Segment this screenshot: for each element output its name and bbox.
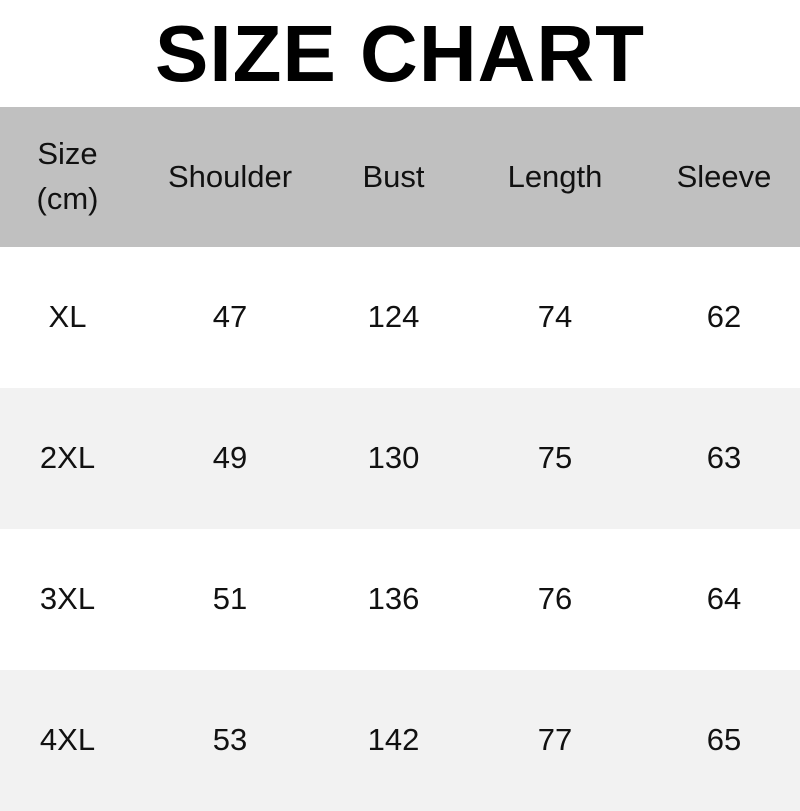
size-cell: 3XL bbox=[39, 581, 96, 617]
table-row: 2XL 49 130 75 63 bbox=[0, 388, 800, 529]
size-cell: 4XL bbox=[39, 722, 96, 758]
header-size: Size (cm) bbox=[0, 132, 135, 222]
length-cell: 77 bbox=[537, 722, 573, 758]
header-size-unit: (cm) bbox=[36, 181, 99, 216]
sleeve-cell: 64 bbox=[706, 581, 742, 617]
sleeve-cell: 63 bbox=[706, 440, 742, 476]
bust-cell: 130 bbox=[367, 440, 420, 476]
size-cell: 2XL bbox=[39, 440, 96, 476]
sleeve-cell: 65 bbox=[706, 722, 742, 758]
size-table: Size (cm) Shoulder Bust Length Sleeve XL… bbox=[0, 107, 800, 811]
header-size-label: Size bbox=[37, 136, 98, 172]
sleeve-cell: 62 bbox=[706, 299, 742, 335]
table-row: 4XL 53 142 77 65 bbox=[0, 670, 800, 811]
page-title: SIZE CHART bbox=[155, 8, 645, 98]
header-length: Length bbox=[507, 158, 603, 194]
header-shoulder: Shoulder bbox=[167, 158, 293, 194]
length-cell: 74 bbox=[537, 299, 573, 335]
table-row: XL 47 124 74 62 bbox=[0, 247, 800, 388]
length-cell: 76 bbox=[537, 581, 573, 617]
size-cell: XL bbox=[48, 299, 87, 335]
bust-cell: 136 bbox=[367, 581, 420, 617]
shoulder-cell: 49 bbox=[212, 440, 248, 476]
shoulder-cell: 47 bbox=[212, 299, 248, 335]
shoulder-cell: 51 bbox=[212, 581, 248, 617]
header-bust: Bust bbox=[362, 158, 425, 194]
header-sleeve: Sleeve bbox=[676, 158, 772, 194]
table-header: Size (cm) Shoulder Bust Length Sleeve bbox=[0, 107, 800, 247]
shoulder-cell: 53 bbox=[212, 722, 248, 758]
table-row: 3XL 51 136 76 64 bbox=[0, 529, 800, 670]
bust-cell: 124 bbox=[367, 299, 420, 335]
length-cell: 75 bbox=[537, 440, 573, 476]
bust-cell: 142 bbox=[367, 722, 420, 758]
